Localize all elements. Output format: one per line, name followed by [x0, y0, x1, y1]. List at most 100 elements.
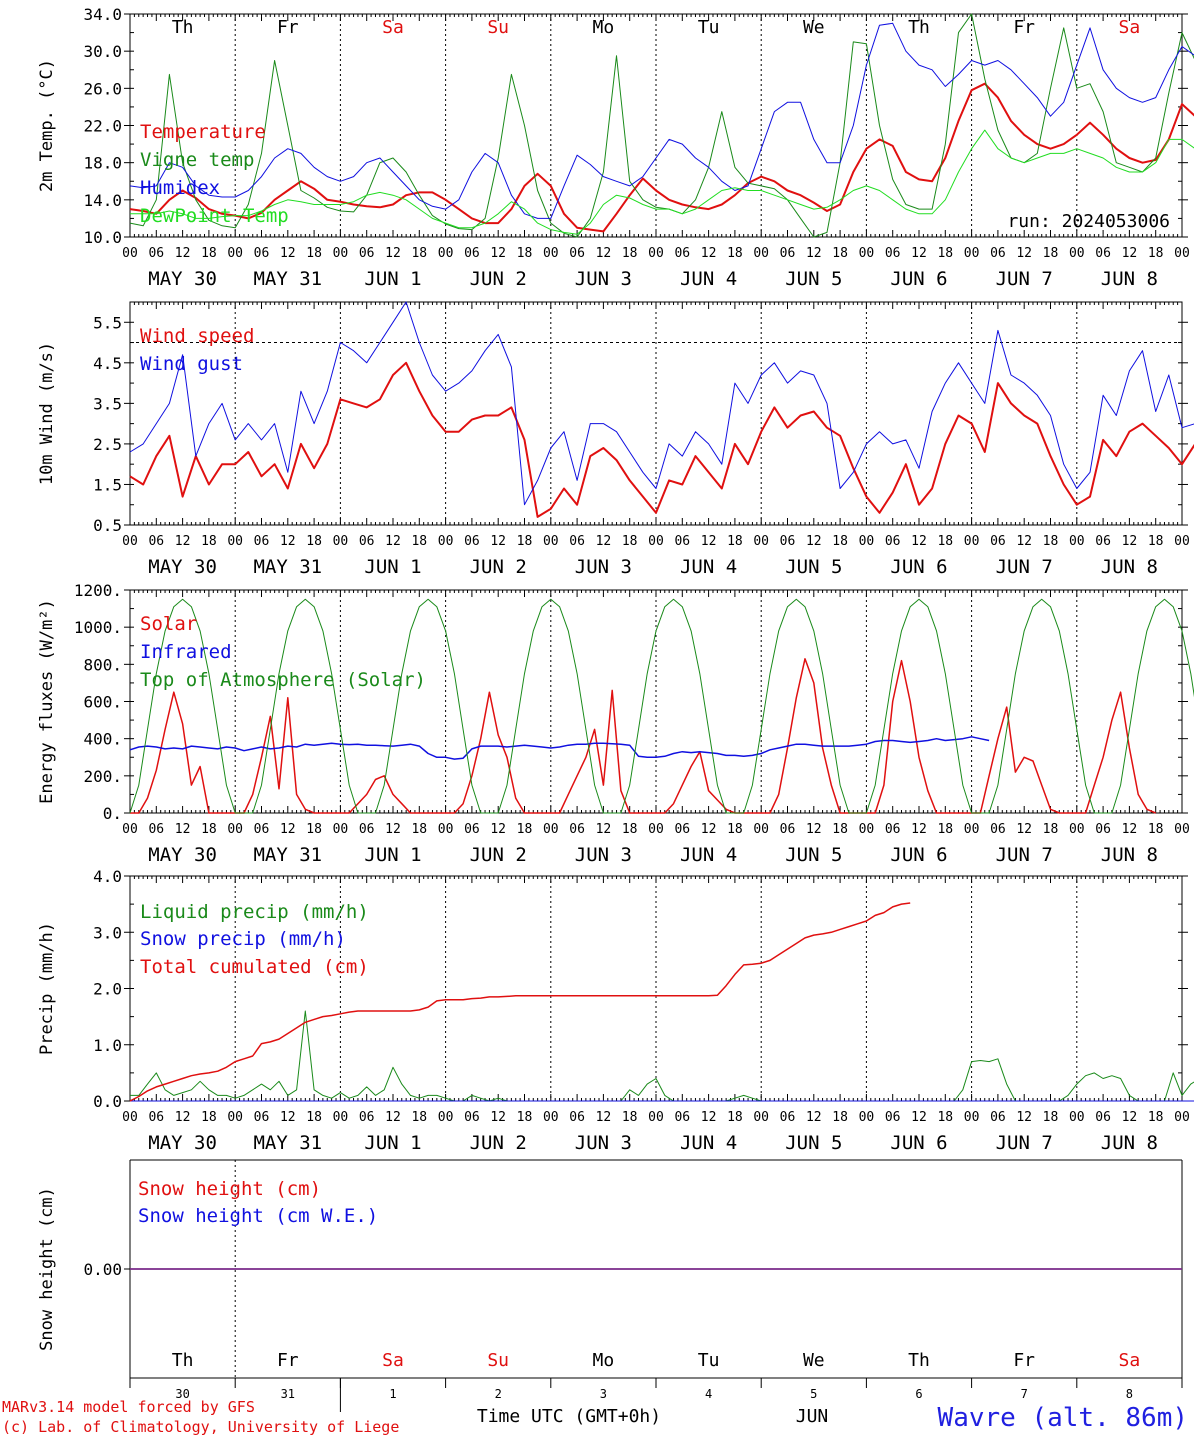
- panel-4-hour-label: 18: [622, 1110, 638, 1125]
- panel-3-hour-label: 06: [148, 822, 164, 837]
- panel-4-date-label: JUN 8: [1101, 1132, 1158, 1154]
- panel-2-date-label: JUN 4: [680, 556, 737, 578]
- panel-2-legend-entry: Wind speed: [140, 325, 254, 347]
- panel-4-hour-label: 18: [727, 1110, 743, 1125]
- panel-4-date-label: MAY 30: [148, 1132, 217, 1154]
- panel-2-hour-label: 12: [280, 534, 296, 549]
- panel-1-hour-label: 06: [464, 246, 480, 261]
- panel-1-hour-label: 12: [806, 246, 822, 261]
- panel-2-date-label: JUN 2: [470, 556, 527, 578]
- bottom-weekday-label: Th: [172, 1350, 194, 1371]
- panel-4-hour-label: 00: [1069, 1110, 1085, 1125]
- panel-1-hour-label: 12: [490, 246, 506, 261]
- panel-1-date-label: MAY 30: [148, 268, 217, 290]
- panel-3-y-tick-label: 1200.: [74, 581, 122, 600]
- panel-3-hour-label: 00: [438, 822, 454, 837]
- panel-4-y-tick-label: 3.0: [93, 923, 122, 942]
- bottom-day-number: 4: [705, 1387, 712, 1401]
- panel-2-series-wind-speed: [129, 361, 1194, 518]
- weekday-label: Fr: [1013, 17, 1035, 38]
- panel-4-series-total-cumulated-cm: [129, 902, 911, 1102]
- panel-3-hour-label: 06: [990, 822, 1006, 837]
- panel-3-hour-label: 18: [517, 822, 533, 837]
- panel-1-date-label: JUN 3: [575, 268, 632, 290]
- panel-2-hour-label: 18: [1148, 534, 1164, 549]
- panel-1-hour-label: 00: [648, 246, 664, 261]
- panel-4-date-label: JUN 4: [680, 1132, 737, 1154]
- month-label: JUN: [796, 1406, 829, 1427]
- panel-2-y-tick-label: 2.5: [93, 435, 122, 454]
- panel-1-hour-label: 12: [280, 246, 296, 261]
- weekday-label: Tu: [698, 17, 720, 38]
- panel-2-hour-label: 00: [648, 534, 664, 549]
- panel-4-hour-label: 00: [333, 1110, 349, 1125]
- panel-3-hour-label: 00: [753, 822, 769, 837]
- run-label: run: 2024053006: [1007, 211, 1170, 232]
- panel-3-hour-label: 18: [1148, 822, 1164, 837]
- panel-2-y-axis-label: 10m Wind (m/s): [37, 342, 57, 485]
- panel-2-hour-label: 12: [490, 534, 506, 549]
- station-label: Wavre (alt. 86m): [938, 1403, 1188, 1433]
- panel-2-hour-label: 00: [438, 534, 454, 549]
- panel-3-hour-label: 06: [885, 822, 901, 837]
- panel-1-date-label: JUN 2: [470, 268, 527, 290]
- panel-3-hour-label: 12: [280, 822, 296, 837]
- panel-1-date-label: MAY 31: [253, 268, 322, 290]
- panel-1-y-tick-label: 26.0: [83, 79, 122, 98]
- panel-1-y-axis-label: 2m Temp. (°C): [37, 59, 57, 192]
- panel-1-y-tick-label: 34.0: [83, 5, 122, 24]
- panel-2-hour-label: 00: [543, 534, 559, 549]
- panel-1-legend-entry: Humidex: [140, 177, 220, 199]
- bottom-weekday-label: Fr: [277, 1350, 299, 1371]
- panel-4-hour-label: 00: [122, 1110, 138, 1125]
- panel-2-hour-label: 12: [175, 534, 191, 549]
- panel-4-hour-label: 12: [175, 1110, 191, 1125]
- panel-1-hour-label: 18: [306, 246, 322, 261]
- panel-4-hour-label: 12: [490, 1110, 506, 1125]
- panel-4-hour-label: 06: [254, 1110, 270, 1125]
- panel-1-series-vigne-temp: [129, 13, 1194, 238]
- panel-4-legend-entry: Snow precip (mm/h): [140, 928, 346, 950]
- panel-1-hour-label: 12: [701, 246, 717, 261]
- panel-4-y-tick-label: 1.0: [93, 1036, 122, 1055]
- panel-1-hour-label: 12: [1122, 246, 1138, 261]
- panel-1-y-tick-label: 30.0: [83, 42, 122, 61]
- panel-2-date-label: MAY 31: [253, 556, 322, 578]
- panel-3-hour-label: 06: [674, 822, 690, 837]
- panel-2-hour-label: 12: [385, 534, 401, 549]
- panel-4-hour-label: 00: [1174, 1110, 1190, 1125]
- panel-1-hour-label: 00: [333, 246, 349, 261]
- bottom-weekday-label: Sa: [1119, 1350, 1141, 1371]
- panel-3-hour-label: 00: [333, 822, 349, 837]
- panel-2-hour-label: 12: [806, 534, 822, 549]
- panel-2-hour-label: 06: [990, 534, 1006, 549]
- panel-2-hour-label: 00: [753, 534, 769, 549]
- panel-3-y-tick-label: 0.: [103, 804, 122, 823]
- panel-2-hour-label: 00: [964, 534, 980, 549]
- panel-4-hour-label: 12: [1016, 1110, 1032, 1125]
- panel-1-legend-entry: DewPoint Temp: [140, 205, 289, 227]
- panel-3-hour-label: 00: [1069, 822, 1085, 837]
- panel-2-date-label: MAY 30: [148, 556, 217, 578]
- panel-3-hour-label: 18: [411, 822, 427, 837]
- panel-4-hour-label: 18: [201, 1110, 217, 1125]
- panel-3-legend-entry: Top of Atmosphere (Solar): [140, 669, 426, 691]
- panel-3-hour-label: 18: [937, 822, 953, 837]
- panel-4-date-label: JUN 2: [470, 1132, 527, 1154]
- bottom-day-number: 3: [600, 1387, 607, 1401]
- panel-3-date-label: JUN 8: [1101, 844, 1158, 866]
- bottom-weekday-label: Mo: [593, 1350, 615, 1371]
- panel-2-hour-label: 06: [885, 534, 901, 549]
- panel-4-hour-label: 06: [464, 1110, 480, 1125]
- panel-3-hour-label: 12: [490, 822, 506, 837]
- panel-4-hour-label: 18: [517, 1110, 533, 1125]
- panel-1-date-label: JUN 5: [785, 268, 842, 290]
- panel-2-series-wind-gust: [129, 301, 1194, 506]
- panel-3-hour-label: 06: [464, 822, 480, 837]
- panel-3-y-tick-label: 1000.: [74, 618, 122, 637]
- panel-4-hour-label: 12: [385, 1110, 401, 1125]
- panel-1-y-tick-label: 18.0: [83, 154, 122, 173]
- panel-1-series-dewpoint-temp: [130, 129, 1194, 235]
- panel-4-hour-label: 12: [911, 1110, 927, 1125]
- bottom-weekday-label: We: [803, 1350, 825, 1371]
